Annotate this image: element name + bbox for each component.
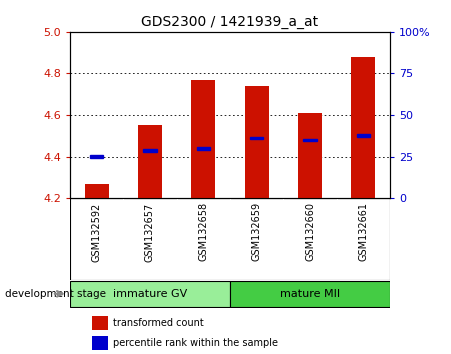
Bar [90, 155, 103, 158]
Text: GSM132660: GSM132660 [305, 202, 315, 261]
Bar [357, 135, 370, 137]
Bar [304, 139, 317, 141]
Text: GSM132659: GSM132659 [252, 202, 262, 262]
Text: percentile rank within the sample: percentile rank within the sample [113, 338, 278, 348]
Bar [85, 184, 109, 198]
Text: mature MII: mature MII [280, 289, 340, 299]
Text: immature GV: immature GV [113, 289, 187, 299]
Bar [191, 80, 215, 198]
Title: GDS2300 / 1421939_a_at: GDS2300 / 1421939_a_at [142, 16, 318, 29]
Bar [245, 86, 269, 198]
Bar [351, 57, 375, 198]
Bar [250, 137, 263, 139]
Text: transformed count: transformed count [113, 318, 203, 328]
Text: GSM132592: GSM132592 [92, 202, 101, 262]
FancyBboxPatch shape [70, 281, 230, 307]
Bar [197, 147, 210, 150]
Bar [298, 113, 322, 198]
Text: development stage: development stage [5, 289, 106, 299]
Bar [143, 149, 156, 152]
Text: GSM132657: GSM132657 [145, 202, 155, 262]
Text: GSM132658: GSM132658 [198, 202, 208, 262]
Bar [138, 125, 162, 198]
FancyBboxPatch shape [230, 281, 390, 307]
Text: GSM132661: GSM132661 [359, 202, 368, 261]
